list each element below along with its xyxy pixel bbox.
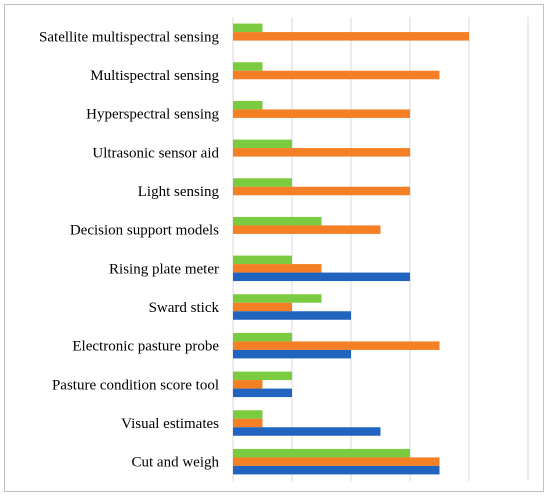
bar-series-1-cut-and-weigh — [233, 448, 410, 458]
bar-series-3-electronic-pasture-probe — [233, 349, 351, 359]
chart-frame: Satellite multispectral sensing Multispec… — [4, 4, 544, 492]
bar-series-2-electronic-pasture-probe — [233, 341, 440, 350]
category-labels: Satellite multispectral sensing Multispec… — [39, 29, 219, 470]
bar-series-2-rising-plate-meter — [233, 264, 322, 273]
bar-series-3-rising-plate-meter — [233, 272, 410, 282]
bar-series-1-ultrasonic-sensor-aid — [233, 139, 292, 149]
bar-series-1-decision-support-models — [233, 216, 322, 226]
bar-series-1-electronic-pasture-probe — [233, 332, 292, 342]
gridlines — [232, 17, 529, 481]
category-label-satellite-multispectral-sensing: Satellite multispectral sensing — [39, 29, 219, 45]
bar-series-2-cut-and-weigh — [233, 457, 440, 466]
bar-series-1-rising-plate-meter — [233, 255, 292, 265]
bar-series-1-light-sensing — [233, 178, 292, 187]
bar-series-1-pasture-condition-score-tool — [233, 371, 292, 381]
bar-series-2-light-sensing — [233, 186, 410, 196]
bar-series-2-pasture-condition-score-tool — [233, 380, 263, 389]
category-label-pasture-condition-score-tool: Pasture condition score tool — [52, 377, 219, 393]
bar-series-2-visual-estimates — [233, 418, 263, 428]
bar-series-3-pasture-condition-score-tool — [233, 388, 292, 398]
category-label-multispectral-sensing: Multispectral sensing — [90, 68, 219, 84]
bar-series-2-decision-support-models — [233, 225, 381, 234]
category-label-hyperspectral-sensing: Hyperspectral sensing — [86, 107, 219, 123]
bar-series-2-satellite-multispectral-sensing — [233, 32, 469, 41]
bar-chart: Satellite multispectral sensing Multispec… — [39, 17, 529, 481]
category-label-electronic-pasture-probe: Electronic pasture probe — [72, 339, 219, 355]
category-label-rising-plate-meter: Rising plate meter — [109, 261, 219, 277]
category-label-ultrasonic-sensor-aid: Ultrasonic sensor aid — [92, 145, 219, 161]
bar-series-1-satellite-multispectral-sensing — [233, 23, 263, 33]
bar-series-2-hyperspectral-sensing — [233, 109, 410, 118]
bar-series-2-sward-stick — [233, 302, 292, 312]
bar-series-2-ultrasonic-sensor-aid — [233, 148, 410, 157]
bar-series-3-sward-stick — [233, 311, 351, 320]
category-label-cut-and-weigh: Cut and weigh — [132, 455, 220, 471]
bars — [233, 23, 469, 475]
bar-series-1-sward-stick — [233, 294, 322, 303]
bar-series-1-visual-estimates — [233, 410, 263, 419]
category-label-visual-estimates: Visual estimates — [121, 416, 219, 432]
bar-series-1-hyperspectral-sensing — [233, 100, 263, 110]
category-label-decision-support-models: Decision support models — [70, 223, 219, 239]
bar-series-3-cut-and-weigh — [233, 465, 440, 475]
category-label-light-sensing: Light sensing — [138, 184, 220, 200]
category-label-sward-stick: Sward stick — [149, 300, 220, 316]
bar-series-1-multispectral-sensing — [233, 62, 263, 71]
bar-series-2-multispectral-sensing — [233, 70, 440, 80]
bar-series-3-visual-estimates — [233, 427, 381, 436]
